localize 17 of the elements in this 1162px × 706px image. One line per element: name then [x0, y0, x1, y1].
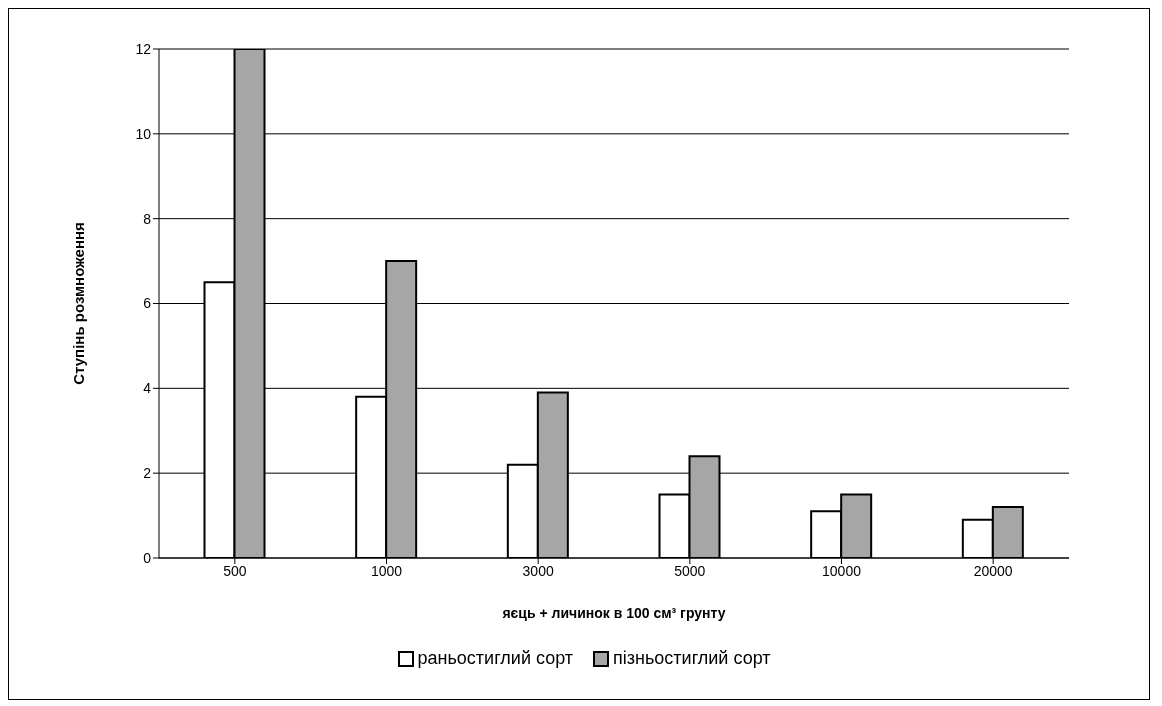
- x-tick-label: 5000: [674, 562, 706, 579]
- x-tick-label: 1000: [370, 562, 403, 579]
- x-tick-label: 20000: [973, 562, 1013, 579]
- y-tick-label: 0: [143, 549, 152, 566]
- y-tick-label: 8: [143, 210, 152, 227]
- y-tick-label: 2: [143, 465, 152, 482]
- legend-label: пізньостиглий сорт: [613, 648, 771, 669]
- y-tick-label: 4: [143, 380, 152, 397]
- y-tick-label: 6: [143, 295, 152, 312]
- y-tick-label: 12: [135, 40, 152, 57]
- x-tick-label: 10000: [822, 562, 862, 579]
- y-axis-title: Ступінь розмноження: [70, 222, 88, 385]
- y-tick-label: 10: [135, 125, 152, 142]
- legend-label: раньостиглий сорт: [417, 648, 574, 669]
- x-axis-title: яєць + личинок в 100 см³ грунту: [502, 604, 726, 621]
- x-tick-label: 500: [223, 562, 247, 579]
- x-tick-label: 3000: [522, 562, 554, 579]
